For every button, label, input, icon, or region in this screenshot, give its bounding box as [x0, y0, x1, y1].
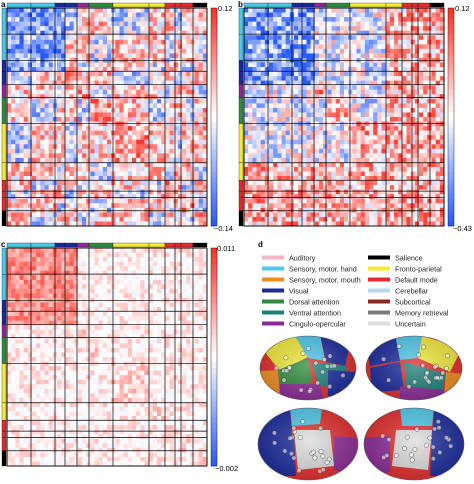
matrix-cells — [7, 8, 208, 227]
panel-a: a 0.12 −0.14 — [0, 0, 237, 236]
brain-left-medial — [258, 408, 358, 480]
panel-a-matrix — [1, 2, 218, 227]
panel-a-label: a — [1, 0, 6, 9]
panel-a-colorbar-max: 0.12 — [218, 4, 233, 13]
panel-c-colorbar-max: 0.011 — [217, 244, 236, 253]
matrix-cells — [7, 248, 208, 467]
legend-item-cerebellar: Cerebellar — [368, 287, 429, 296]
legend-item-visual: Visual — [262, 287, 309, 296]
colorbar — [447, 7, 455, 227]
legend-item-subcortical: Subcortical — [368, 298, 431, 307]
brain-renderings — [257, 335, 465, 481]
legend-item-auditory: Auditory — [262, 254, 316, 263]
panel-d: d Auditory Salience Sensory, motor, hand Fr… — [250, 240, 474, 484]
matrix-cells — [244, 8, 445, 227]
brain-left-lateral — [260, 336, 356, 400]
network-legend: Auditory Salience Sensory, motor, hand Fron… — [262, 254, 449, 329]
panel-b: b 0.12 −0.43 — [237, 0, 474, 236]
network-boundary-lines — [6, 7, 208, 227]
legend-item-uncertain: Uncertain — [368, 320, 426, 329]
network-color-bars — [1, 2, 208, 227]
panel-c: c 0.011 −0.002 — [0, 240, 250, 484]
legend-item-sensory-motor-hand: Sensory, motor, hand — [262, 265, 357, 274]
panel-b-colorbar-max: 0.12 — [455, 4, 470, 13]
panel-b-matrix — [238, 2, 455, 227]
legend-item-ventral-attention: Ventral attention — [262, 309, 341, 318]
panel-c-matrix — [1, 242, 218, 467]
panel-c-label: c — [1, 240, 6, 249]
legend-item-salience: Salience — [368, 254, 423, 263]
legend-item-dorsal-attention: Dorsal attention — [262, 298, 339, 307]
legend-item-default-mode: Default mode — [368, 276, 438, 285]
panel-d-label: d — [258, 240, 263, 249]
brain-node-markers — [271, 343, 454, 474]
legend-item-cingulo-opercular: Cingulo-opercular — [262, 320, 346, 329]
network-color-bars — [238, 2, 445, 227]
legend-item-memory-retrieval: Memory retrieval — [368, 309, 449, 318]
network-color-bars — [1, 242, 208, 467]
network-boundary-lines — [6, 247, 208, 467]
panel-a-colorbar-min: −0.14 — [214, 224, 233, 233]
legend-item-sensory-motor-mouth: Sensory, motor, mouth — [262, 276, 361, 285]
colorbar — [210, 247, 218, 467]
panel-c-colorbar-min: −0.002 — [215, 464, 239, 473]
brain-right-lateral — [366, 336, 462, 400]
panel-b-colorbar-min: −0.43 — [453, 224, 472, 233]
legend-item-fronto-parietal: Fronto-parietal — [368, 265, 442, 274]
network-boundary-lines — [243, 7, 445, 227]
colorbar — [210, 7, 218, 227]
panel-b-label: b — [238, 0, 243, 9]
